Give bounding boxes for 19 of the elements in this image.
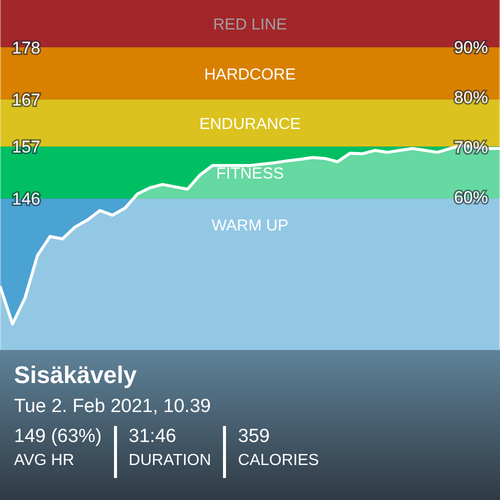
band-label: FITNESS	[216, 166, 284, 183]
text: Tue 2. Feb 2021, 10.39	[14, 396, 212, 418]
text: CALORIES	[238, 452, 319, 470]
y2-tick-label: 90%	[454, 38, 488, 57]
text: 149 (63%)	[14, 426, 102, 448]
y-tick-label: 167	[12, 90, 40, 110]
text: 359	[238, 426, 271, 448]
text: Sisäkävely	[14, 362, 138, 390]
text: 31:46	[128, 426, 178, 448]
y2-tick-label: 70%	[454, 138, 488, 157]
y-tick-label: 178	[12, 38, 40, 58]
text: AVG HR	[14, 452, 76, 470]
y2-tick-label: 80%	[454, 88, 488, 107]
band-label: ENDURANCE	[199, 116, 301, 133]
band-label: WARM UP	[212, 218, 288, 235]
text: DURATION	[128, 452, 212, 470]
band-label: RED LINE	[213, 16, 287, 34]
band-label: HARDCORE	[204, 66, 296, 84]
y2-tick-label: 60%	[454, 188, 488, 207]
